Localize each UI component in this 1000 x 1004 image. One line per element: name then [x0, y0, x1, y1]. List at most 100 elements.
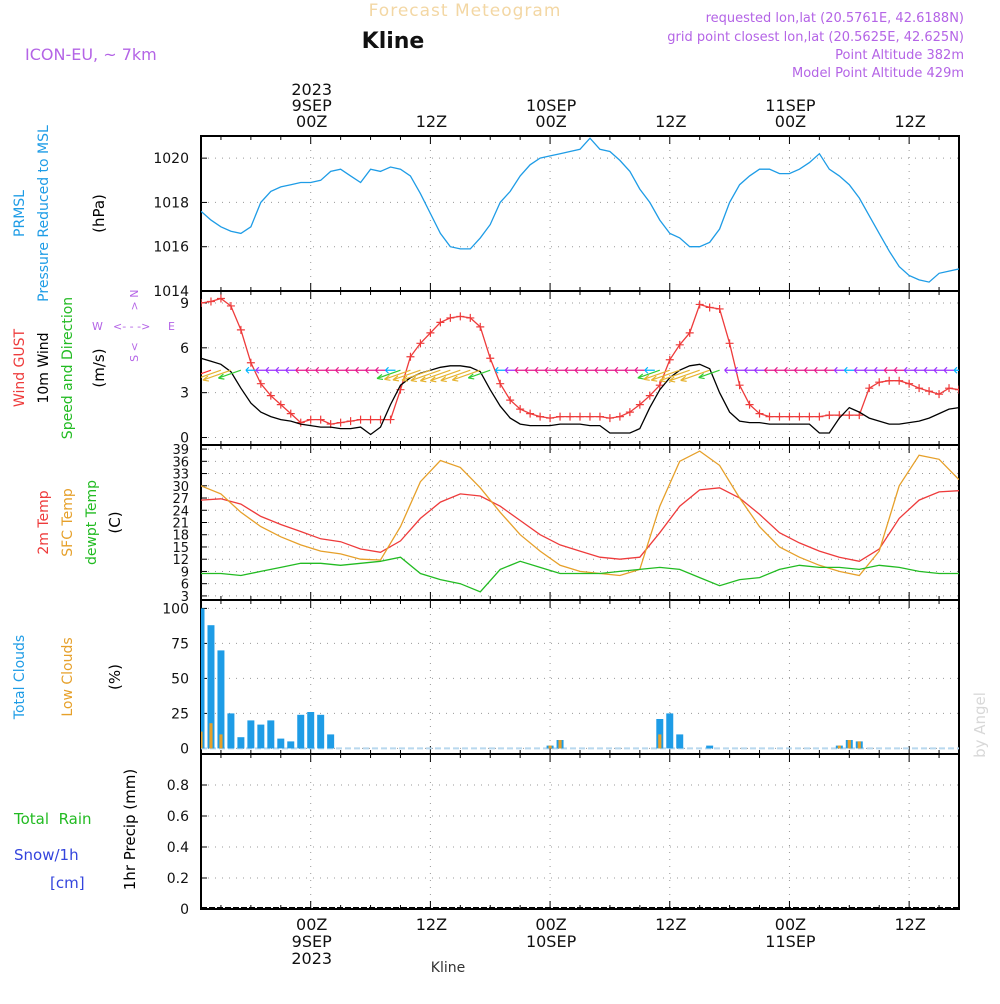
wind-arrow [524, 366, 536, 374]
cloud-bar [656, 719, 664, 749]
cloud-bar [277, 738, 285, 749]
gust-point [246, 358, 255, 367]
cloud-bar [837, 745, 841, 749]
gust-point [635, 400, 644, 409]
panel-wind: 0 3 6 9 Wind GUST 10m Wind Speed and Direction… [12, 290, 960, 447]
wind-arrow [903, 366, 915, 374]
gust-point [536, 412, 545, 421]
gust-point [805, 412, 814, 421]
gust-point [296, 418, 305, 427]
y-tick-label: 1020 [153, 151, 189, 167]
gust-point [576, 412, 584, 421]
y-tick-label: 27 [172, 492, 189, 507]
side-label: 2m Temp [36, 490, 52, 554]
wind-arrow [833, 366, 845, 374]
wind-arrow [774, 366, 785, 374]
wind-arrow [754, 366, 765, 374]
gust-point [785, 412, 794, 421]
time-label-bottom: 12Z [416, 915, 447, 934]
wind-arrow [734, 366, 745, 374]
gust-point [605, 414, 614, 423]
requested-coordinates: requested lon,lat (20.5761E, 42.6188N) [706, 11, 964, 26]
gust-point [625, 408, 634, 417]
compass-w: W [92, 320, 103, 333]
wind-arrow [698, 369, 720, 380]
series-line [201, 357, 959, 436]
gust-point [665, 355, 674, 364]
wind-arrow [793, 366, 805, 374]
y-tick-label: 25 [171, 706, 189, 722]
gust-point [905, 379, 914, 388]
wind-arrow [401, 369, 431, 382]
gust-point [725, 339, 734, 348]
wind-arrow [419, 369, 451, 383]
y-tick-label: 0 [180, 741, 189, 757]
wind-arrow [853, 366, 865, 374]
gust-point [585, 412, 594, 421]
wind-arrow [315, 366, 326, 374]
gust-point [356, 415, 365, 424]
gust-point [595, 412, 604, 421]
gust-point [226, 301, 235, 310]
wind-arrow [429, 369, 461, 383]
wind-arrow [584, 366, 595, 374]
panel-pressure: 1014 1016 1018 1020 PRMSL Pressure Reduced to… [12, 125, 960, 302]
footer-station: Kline [431, 960, 465, 976]
side-label: Speed and Direction [60, 297, 76, 439]
gust-point [516, 405, 525, 414]
cloud-bar [847, 740, 851, 749]
gust-point [865, 384, 874, 393]
y-tick-label: 39 [172, 443, 189, 458]
wind-arrow [803, 366, 815, 374]
wind-arrow [201, 370, 202, 371]
wind-arrow [202, 369, 232, 382]
gust-point [935, 390, 944, 399]
y-tick-label: 100 [162, 601, 189, 617]
panel-clouds: 0 25 50 75 100 Total Clouds Low Clouds (%) [12, 599, 960, 757]
gust-point [925, 387, 934, 396]
wind-arrow [376, 369, 401, 381]
gust-point [366, 415, 375, 424]
wind-arrow [295, 366, 306, 374]
gust-point [496, 379, 505, 388]
y-tick-label: 21 [172, 517, 189, 532]
gust-point [685, 328, 694, 337]
panel-frame [200, 135, 960, 292]
y-tick-label: 24 [172, 504, 189, 519]
y-tick-label: 75 [171, 636, 189, 652]
gust-point [645, 391, 654, 400]
wind-arrow [365, 366, 376, 374]
wind-arrow [659, 369, 690, 383]
y-tick-label: 9 [180, 296, 189, 312]
wind-arrow [285, 366, 296, 374]
cloud-bar [307, 712, 315, 749]
gust-point [745, 400, 754, 409]
gust-point [955, 385, 959, 394]
wind-arrow [953, 366, 959, 374]
time-label-bottom: 12Z [894, 915, 925, 934]
series-line [201, 556, 959, 593]
compass-s: S < [128, 342, 141, 362]
cloud-bar [297, 714, 305, 749]
wind-arrow [335, 366, 346, 374]
gust-point [201, 298, 205, 307]
y-tick-label: 9 [181, 565, 189, 580]
series-line [201, 297, 959, 425]
credit-text: by Angel [971, 692, 989, 758]
gust-point [506, 396, 515, 405]
wind-arrow [410, 369, 441, 383]
y-tick-label: 0.4 [167, 840, 189, 856]
y-tick-label: 0.6 [167, 809, 189, 825]
series-line [201, 137, 959, 283]
cloud-bar [857, 741, 861, 749]
time-label-top: 12Z [894, 112, 925, 131]
gust-point [615, 412, 624, 421]
gust-point [566, 412, 575, 421]
gust-point [386, 415, 395, 424]
gust-point [476, 322, 485, 331]
wind-arrow [813, 366, 825, 374]
gust-point [755, 409, 764, 418]
y-tick-label: 18 [172, 529, 189, 544]
wind-arrow [923, 366, 935, 374]
